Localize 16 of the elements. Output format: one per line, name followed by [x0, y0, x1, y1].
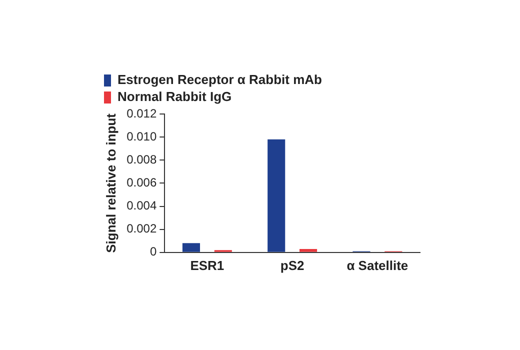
legend-label: Normal Rabbit IgG: [118, 89, 232, 104]
y-tick-label: 0.012: [126, 106, 157, 120]
y-tick-label: 0.010: [126, 129, 157, 144]
bar: [268, 139, 286, 252]
y-tick-label: 0.008: [126, 152, 157, 166]
x-tick-label: ESR1: [190, 258, 224, 273]
y-tick-label: 0.004: [126, 198, 157, 213]
y-axis-title: Signal relative to input: [103, 112, 118, 253]
x-tick-label: pS2: [280, 258, 304, 273]
bar: [299, 248, 318, 252]
bar: [182, 243, 200, 252]
y-tick-label: 0.006: [126, 176, 157, 190]
legend-label: Estrogen Receptor α Rabbit mAb: [118, 72, 322, 88]
y-tick-label: 0: [150, 244, 157, 259]
x-tick-label: α Satellite: [346, 258, 408, 273]
y-tick-label: 0.002: [126, 222, 157, 236]
